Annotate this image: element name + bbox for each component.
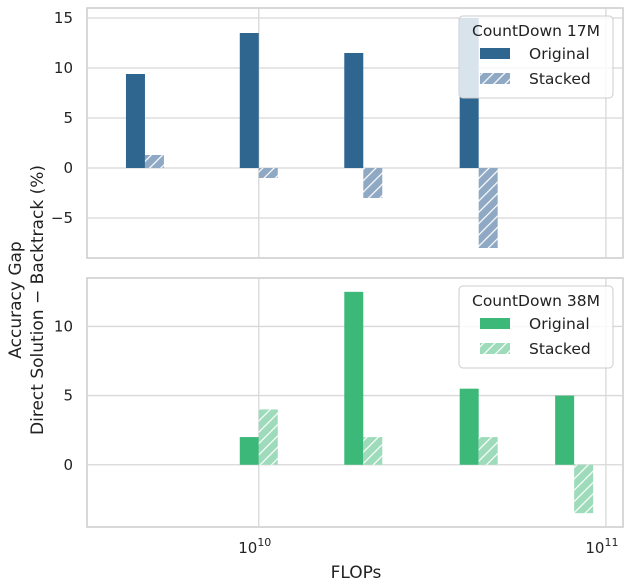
panel-top: 15 10 5 0 −5 CountDown 17M Original Stacked	[51, 7, 624, 259]
legend-label-stacked: Stacked	[529, 70, 591, 88]
bar-original	[239, 437, 259, 465]
bar-stacked	[574, 464, 594, 514]
legend-swatch-stacked	[480, 343, 510, 354]
x-tick-label: 1010	[238, 536, 271, 557]
y-tick-label: 15	[54, 9, 73, 27]
bar-original	[239, 33, 259, 168]
bar-stacked	[363, 437, 383, 465]
legend: CountDown 38M Original Stacked	[458, 285, 614, 369]
panel-bottom: 10 5 0 CountDown 38M Original Stacked	[54, 277, 624, 528]
bar-original	[344, 291, 364, 465]
x-tick-labels: 1010 1011	[238, 536, 618, 557]
bar-stacked	[478, 168, 498, 248]
bar-original	[459, 388, 479, 465]
y-tick-label: 10	[54, 317, 73, 335]
bar-stacked	[258, 409, 278, 465]
bar-stacked	[478, 437, 498, 465]
legend-label-stacked: Stacked	[529, 340, 591, 358]
legend-title: CountDown 38M	[472, 292, 600, 310]
legend-swatch-original	[480, 318, 510, 329]
bar-stacked	[144, 155, 164, 168]
x-axis-label: FLOPs	[331, 563, 382, 583]
y-tick-label: 0	[63, 159, 73, 177]
y-tick-label: 10	[54, 59, 73, 77]
legend-label-original: Original	[529, 45, 590, 63]
y-axis-label-line1: Accuracy Gap	[6, 241, 26, 358]
legend-title: CountDown 17M	[472, 22, 600, 40]
legend-swatch-original	[480, 48, 510, 59]
legend: CountDown 17M Original Stacked	[458, 15, 614, 99]
legend-label-original: Original	[529, 315, 590, 333]
bar-stacked	[363, 168, 383, 198]
bar-original	[344, 53, 364, 168]
y-tick-label: −5	[51, 209, 73, 227]
y-tick-label: 5	[63, 387, 73, 405]
bar-stacked	[258, 168, 278, 178]
x-tick-label: 1011	[585, 536, 618, 557]
y-axis-label-line2: Direct Solution − Backtrack (%)	[28, 165, 48, 435]
y-tick-label: 0	[63, 456, 73, 474]
bar-original	[125, 74, 145, 168]
legend-swatch-stacked	[480, 73, 510, 84]
y-tick-label: 5	[63, 109, 73, 127]
bar-original	[555, 395, 575, 465]
